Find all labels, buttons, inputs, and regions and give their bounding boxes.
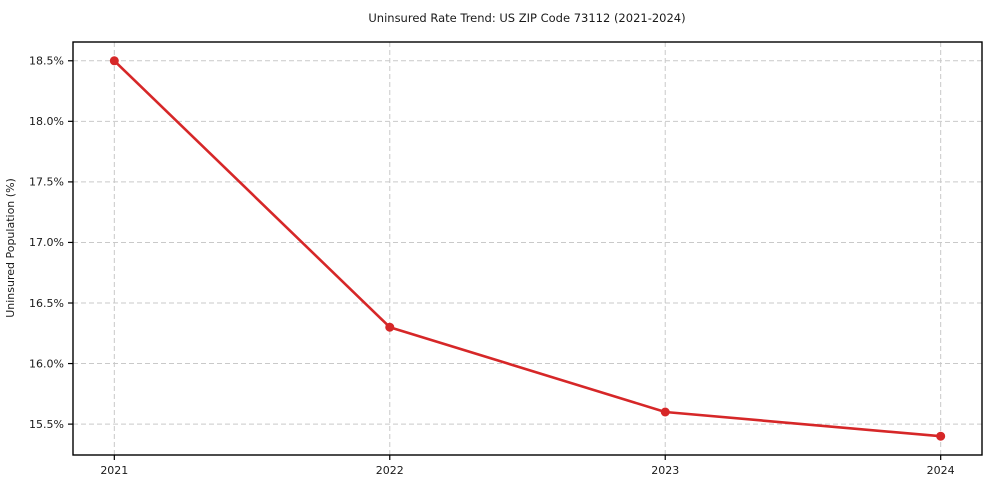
y-tick-label: 17.0% bbox=[29, 236, 64, 249]
y-axis-label: Uninsured Population (%) bbox=[4, 178, 17, 318]
x-tick-label: 2022 bbox=[376, 464, 404, 477]
plot-border bbox=[72, 41, 983, 456]
data-point bbox=[385, 322, 395, 332]
y-tick-label: 15.5% bbox=[29, 418, 64, 431]
trend-line bbox=[113, 59, 942, 438]
plot-area: 15.5% 16.0% 16.5% 17.0% 17.5% 18.0% 18.5% 2021 2… bbox=[29, 41, 983, 477]
chart-title: Uninsured Rate Trend: US ZIP Code 73112 … bbox=[368, 11, 685, 25]
y-tick-label: 16.5% bbox=[29, 297, 64, 310]
y-tick-label: 18.0% bbox=[29, 115, 64, 128]
y-tick-label: 18.5% bbox=[29, 55, 64, 68]
data-point bbox=[109, 56, 119, 66]
data-point bbox=[660, 407, 670, 417]
data-point bbox=[936, 431, 946, 441]
y-tick-label: 16.0% bbox=[29, 357, 64, 370]
y-tick-label: 17.5% bbox=[29, 176, 64, 189]
x-tick-label: 2023 bbox=[651, 464, 679, 477]
x-tick-label: 2024 bbox=[927, 464, 955, 477]
x-tick-label: 2021 bbox=[100, 464, 128, 477]
